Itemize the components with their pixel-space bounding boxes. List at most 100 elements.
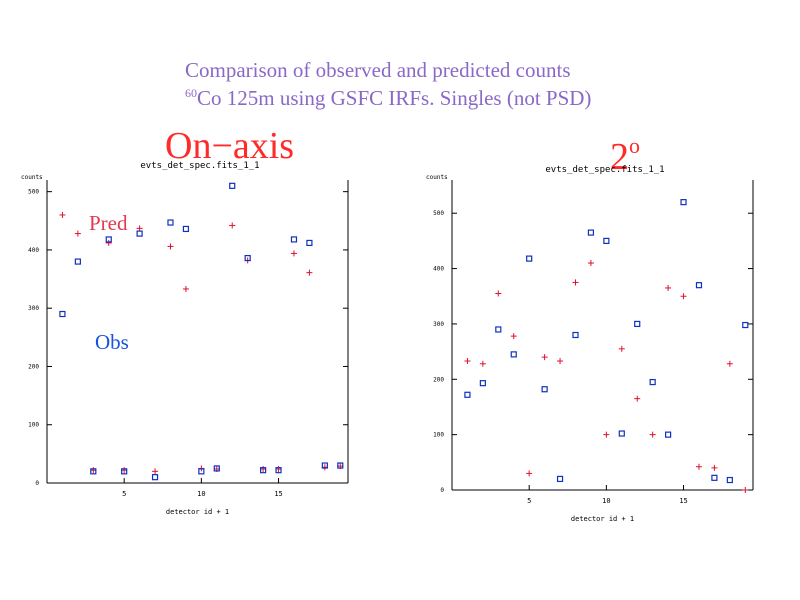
pred-point [649,431,656,438]
obs-point [510,351,517,358]
obs-point [151,474,159,481]
pred-point [74,230,81,237]
obs-point [260,467,267,474]
obs-point [495,326,502,333]
obs-point [244,254,251,262]
obs-point [634,320,641,328]
obs-point [603,237,610,244]
y-tick-label: 100 [28,422,39,429]
x-tick-label: 5 [122,490,126,498]
obs-point [275,467,282,474]
y-axis-label: counts [426,174,448,181]
panel-label-on-axis: On−axis [165,125,295,167]
pred-annotation: Pred [89,211,128,235]
y-axis-label: counts [21,174,43,181]
obs-point [541,386,548,393]
x-tick-label: 15 [274,490,282,498]
obs-point [121,468,128,475]
obs-point [464,391,471,398]
pred-point [665,284,672,291]
obs-point [726,476,733,484]
obs-point [59,310,66,318]
pred-point [464,358,471,365]
pred-point [306,269,313,276]
pred-point [479,360,486,367]
y-tick-label: 0 [440,487,444,494]
obs-point [198,468,205,475]
pred-point [726,360,733,367]
x-tick-label: 10 [197,490,205,498]
obs-point [618,430,625,437]
obs-point [556,475,564,483]
obs-point [665,431,672,438]
obs-point [167,219,174,226]
pred-point [105,239,112,246]
pred-point [526,470,533,477]
obs-point [337,462,344,469]
pred-point [510,333,517,340]
x-axis-label: detector id + 1 [571,515,634,523]
obs-point [479,380,486,387]
y-tick-label: 300 [28,305,39,312]
y-tick-label: 0 [35,480,39,487]
obs-point [105,236,112,243]
obs-annotation: Obs [95,330,129,354]
panel-label-2-degrees: 2o [610,127,640,176]
pred-point [136,225,143,232]
obs-point [74,258,81,265]
y-tick-label: 400 [28,247,39,254]
obs-point [680,199,687,206]
y-tick-label: 200 [28,363,39,370]
pred-point [572,279,579,286]
plot-title: evts_det_spec.fits_1_1 [545,165,664,175]
obs-point [290,236,298,243]
pred-point [59,211,66,218]
pred-point [711,464,718,471]
y-tick-label: 300 [433,321,444,328]
y-tick-label: 500 [433,210,444,217]
pred-point [695,463,702,470]
pred-point [587,260,594,267]
pred-point [618,345,625,352]
y-tick-label: 200 [433,376,444,383]
obs-point [90,468,97,475]
y-tick-label: 400 [433,266,444,273]
isotope-mass-number: 60 [185,86,197,100]
chart-title-line2: 60Co 125m using GSFC IRFs. Singles (not … [185,86,591,111]
obs-point [742,321,749,329]
pred-point [290,250,297,257]
plot-title: evts_det_spec.fits_1_1 [140,161,259,171]
pred-point [603,431,610,438]
y-tick-label: 500 [28,189,39,196]
obs-point [321,462,328,469]
pred-point [634,395,641,402]
obs-point [587,229,595,236]
x-tick-label: 10 [602,497,610,505]
pred-point [680,293,687,300]
pred-point [495,290,502,297]
title-line2-text: Co 125m using GSFC IRFs. Singles (not PS… [197,86,592,110]
x-axis-label: detector id + 1 [166,508,229,516]
obs-point [572,331,579,339]
obs-point [213,465,220,472]
obs-point [306,239,313,247]
obs-point [711,474,718,481]
obs-point [526,255,533,262]
pred-point [557,358,564,365]
pred-point [541,354,548,361]
pred-point [229,222,236,229]
obs-point [649,378,656,386]
x-tick-label: 15 [679,497,687,505]
y-tick-label: 100 [433,432,444,439]
panel-label-2-base: 2 [610,136,629,178]
obs-point [182,225,190,233]
pred-point [742,487,749,493]
degree-symbol: o [629,133,640,158]
chart-title-line1: Comparison of observed and predicted cou… [185,58,571,82]
obs-point [136,230,143,237]
pred-point [182,285,189,292]
obs-point [695,282,703,289]
pred-point [167,243,174,250]
obs-point [229,182,236,189]
